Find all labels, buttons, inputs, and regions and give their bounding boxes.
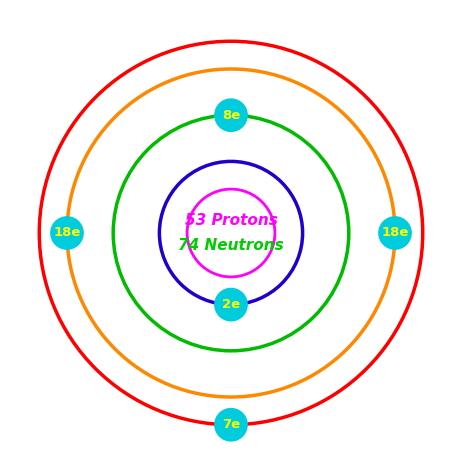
Circle shape (379, 217, 411, 249)
Text: 2e: 2e (222, 298, 240, 311)
Text: 18e: 18e (381, 226, 409, 240)
Text: 18e: 18e (53, 226, 81, 240)
Circle shape (215, 288, 247, 321)
Circle shape (215, 409, 247, 441)
Text: 7e: 7e (222, 418, 240, 431)
Text: 74 Neutrons: 74 Neutrons (178, 239, 284, 254)
Text: 8e: 8e (222, 109, 240, 122)
Circle shape (51, 217, 83, 249)
Text: 53 Protons: 53 Protons (184, 212, 278, 227)
Circle shape (215, 99, 247, 131)
